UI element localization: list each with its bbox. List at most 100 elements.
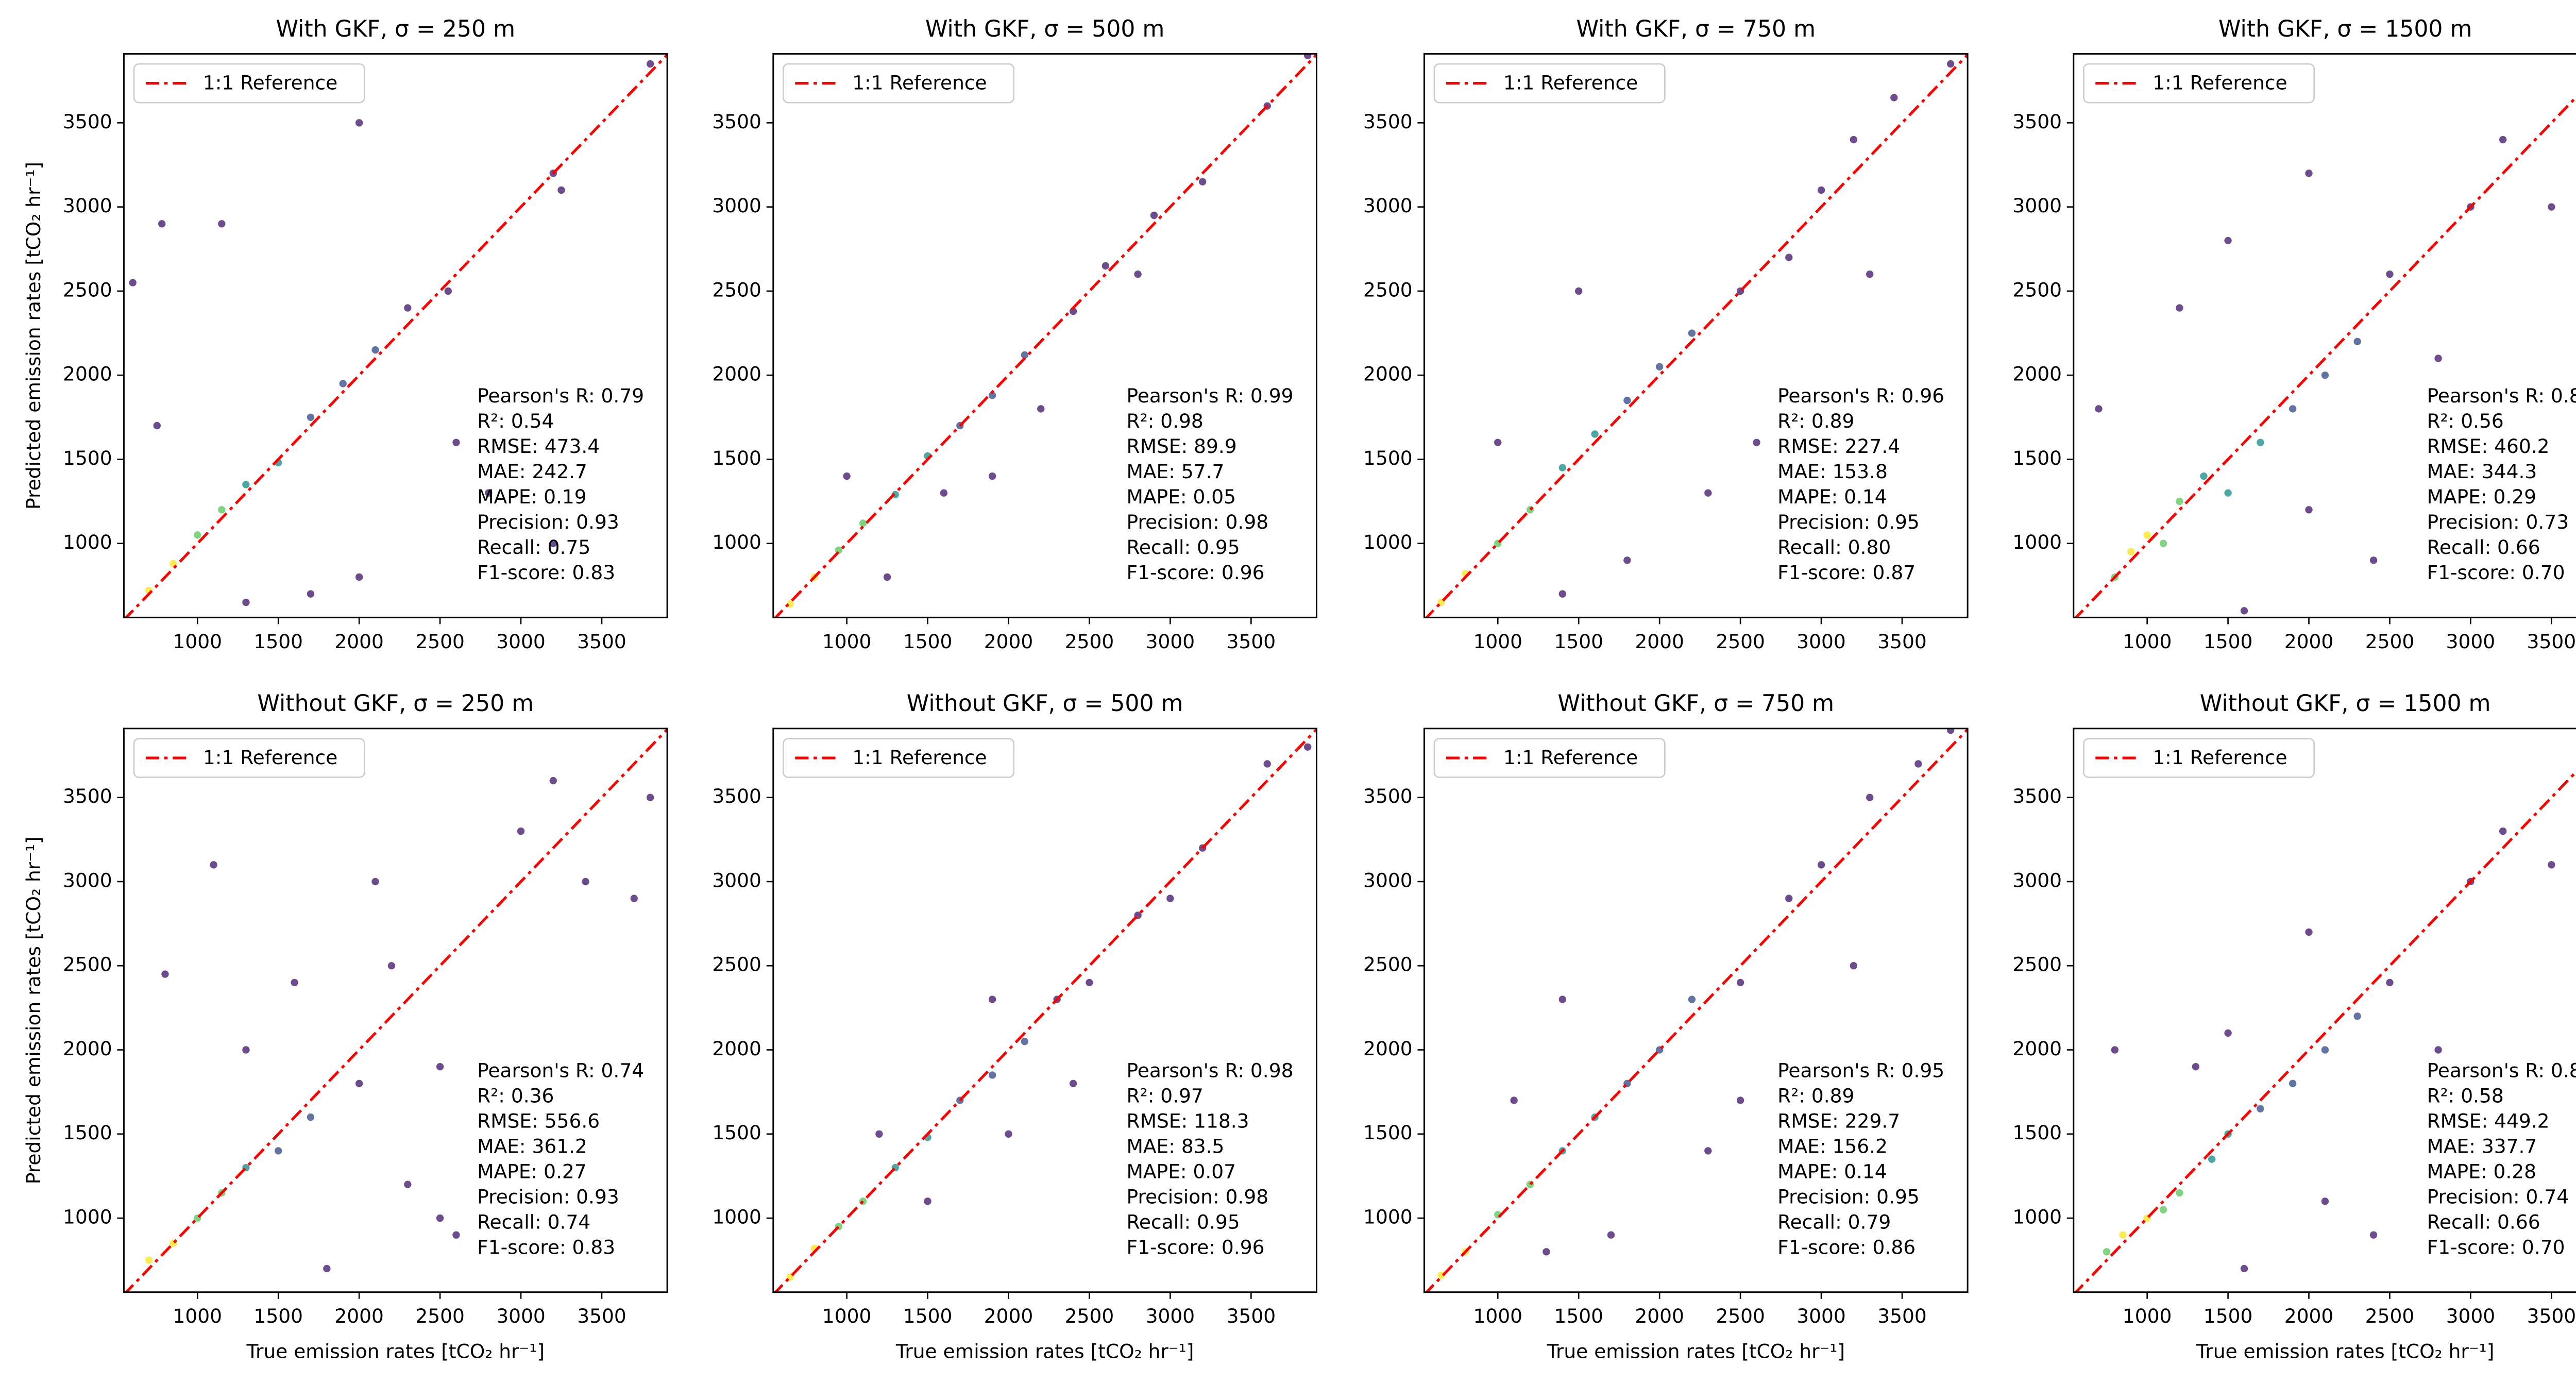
point	[2192, 1062, 2199, 1071]
y-tick-label: 3500	[63, 785, 112, 807]
stat-text: MAPE: 0.27	[477, 1160, 587, 1183]
legend-box	[783, 63, 1015, 104]
point	[2224, 1029, 2232, 1037]
y-tick-label: 2000	[63, 1037, 112, 1060]
stat-text: MAE: 344.3	[2427, 460, 2537, 483]
point	[452, 438, 460, 446]
point	[2548, 203, 2555, 211]
stat-text: R²: 0.58	[2427, 1084, 2504, 1107]
point	[2353, 338, 2361, 346]
y-tick-label: 1500	[2012, 1121, 2062, 1144]
legend: 1:1 Reference	[133, 63, 365, 104]
point	[1086, 979, 1093, 987]
y-tick-label: 1000	[712, 1206, 761, 1228]
stat-text: RMSE: 449.2	[2427, 1109, 2550, 1132]
point	[1817, 861, 1825, 869]
stat-text: MAPE: 0.14	[1777, 485, 1887, 508]
point	[1591, 430, 1599, 438]
stat-text: Precision: 0.95	[1777, 511, 1920, 533]
plot-area	[1425, 728, 1968, 1292]
point	[242, 1046, 250, 1054]
point	[2289, 1080, 2297, 1087]
point	[1704, 1147, 1712, 1155]
point	[2127, 548, 2135, 556]
point	[242, 481, 250, 488]
stat-text: R²: 0.89	[1777, 1084, 1854, 1107]
point	[404, 1180, 412, 1188]
x-tick-label: 1500	[2204, 630, 2253, 653]
point	[2159, 539, 2167, 547]
point	[2499, 136, 2507, 144]
point	[2111, 1046, 2119, 1054]
stat-text: Pearson's R: 0.74	[477, 1059, 644, 1082]
legend-label: 1:1 Reference	[203, 72, 337, 94]
stat-text: RMSE: 227.4	[1777, 435, 1900, 458]
point	[2224, 237, 2232, 245]
y-tick-label: 2500	[63, 278, 112, 301]
stat-text: F1-score: 0.86	[1777, 1236, 1916, 1258]
y-tick-label: 2000	[1363, 1037, 1413, 1060]
point	[1607, 1231, 1615, 1239]
y-tick-label: 1000	[63, 531, 112, 553]
stat-text: R²: 0.56	[2427, 410, 2504, 432]
plot-area	[2074, 770, 2576, 1292]
point	[1946, 60, 1955, 68]
legend-label: 1:1 Reference	[2153, 72, 2287, 94]
legend-label: 1:1 Reference	[2153, 746, 2287, 769]
point	[1890, 94, 1898, 102]
point	[307, 413, 315, 421]
point	[1037, 405, 1045, 413]
point	[1526, 1180, 1534, 1188]
point	[307, 1113, 315, 1121]
point	[218, 506, 226, 514]
point	[1850, 136, 1857, 144]
panel-title: Without GKF, σ = 500 m	[907, 690, 1183, 717]
point	[988, 1071, 996, 1079]
point	[153, 421, 161, 430]
legend: 1:1 Reference	[783, 738, 1015, 778]
x-tick-label: 2000	[984, 1305, 1033, 1327]
x-tick-label: 1500	[903, 630, 953, 653]
x-tick-label: 2000	[334, 1305, 384, 1327]
point	[2289, 405, 2297, 413]
point	[1021, 351, 1029, 359]
y-axis-label: Predicted emission rates [tCO₂ hr⁻¹]	[22, 836, 45, 1184]
stat-text: RMSE: 473.4	[477, 435, 600, 458]
y-axis-label: Predicted emission rates [tCO₂ hr⁻¹]	[22, 162, 45, 510]
x-tick-label: 1500	[253, 630, 303, 653]
point	[242, 598, 250, 606]
stat-text: Pearson's R: 0.79	[477, 384, 644, 407]
stat-text: Precision: 0.98	[1127, 1185, 1269, 1208]
legend-box	[133, 738, 365, 778]
stat-text: RMSE: 460.2	[2427, 435, 2550, 458]
y-tick-label: 3000	[712, 194, 761, 217]
point	[582, 878, 589, 886]
stat-text: Pearson's R: 0.98	[1127, 1059, 1294, 1082]
stat-text: RMSE: 89.9	[1127, 435, 1237, 458]
point	[2176, 497, 2183, 505]
y-tick-label: 2000	[712, 363, 761, 385]
y-tick-label: 2000	[2012, 1037, 2062, 1060]
y-tick-label: 3500	[1363, 785, 1413, 807]
point	[2200, 472, 2208, 480]
point	[988, 472, 996, 480]
point	[2176, 304, 2183, 312]
point	[1069, 1080, 1077, 1087]
point	[1005, 1130, 1012, 1138]
point	[444, 287, 452, 295]
point	[2257, 438, 2264, 446]
stat-text: MAE: 361.2	[477, 1135, 587, 1157]
x-tick-label: 1500	[2204, 1305, 2253, 1327]
point	[1736, 979, 1744, 987]
y-tick-label: 3500	[63, 110, 112, 133]
point	[1914, 760, 1922, 768]
panel-title: With GKF, σ = 1500 m	[2218, 16, 2472, 42]
point	[387, 962, 396, 970]
x-tick-label: 2000	[334, 630, 384, 653]
legend-box	[1433, 63, 1666, 104]
point	[1704, 489, 1712, 497]
x-tick-label: 3000	[2446, 1305, 2496, 1327]
point	[2321, 371, 2329, 379]
point	[452, 1231, 460, 1239]
x-tick-label: 3000	[496, 630, 546, 653]
